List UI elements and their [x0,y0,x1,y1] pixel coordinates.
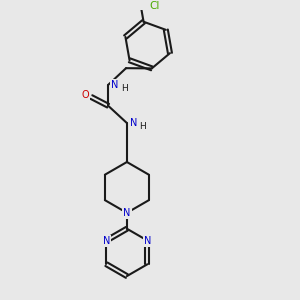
Text: O: O [82,90,89,100]
Text: N: N [144,236,151,246]
Text: H: H [121,84,128,93]
Text: N: N [123,208,130,218]
Text: N: N [130,118,137,128]
Text: N: N [103,236,110,246]
Text: Cl: Cl [149,1,159,10]
Text: H: H [140,122,146,131]
Text: N: N [111,80,118,90]
